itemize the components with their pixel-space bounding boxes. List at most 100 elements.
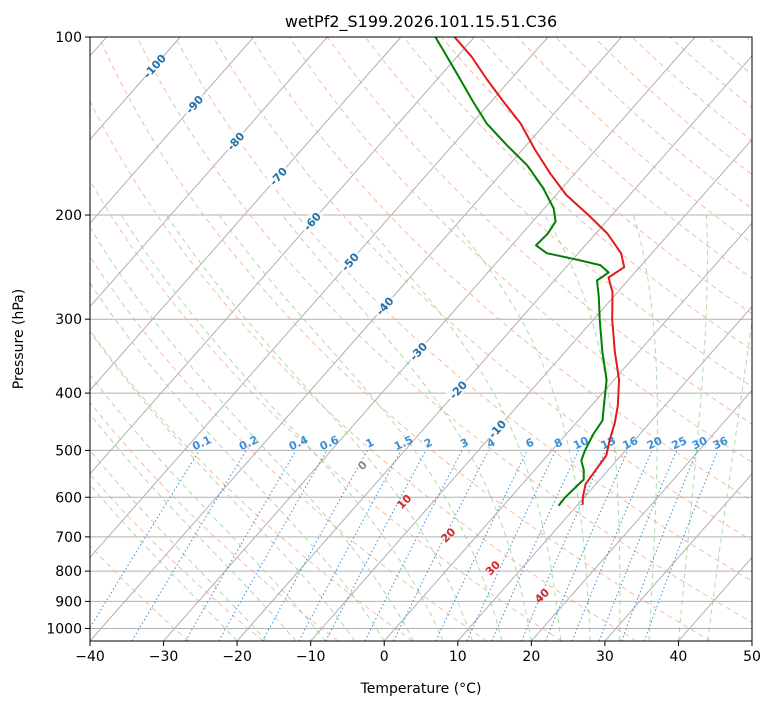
mixing-ratio-label: 25 <box>670 434 689 452</box>
moist-adiabat <box>447 214 591 641</box>
moist-adiabat <box>90 413 297 641</box>
x-tick-label: 30 <box>596 649 614 665</box>
moist-adiabat <box>90 449 267 641</box>
isotherm-label-bg <box>298 207 325 235</box>
x-tick-label: −10 <box>296 649 326 665</box>
x-axis-title: Temperature (°C) <box>360 681 482 697</box>
isotherm--20 <box>236 55 752 641</box>
y-tick-label: 800 <box>55 564 82 580</box>
moist-adiabat <box>677 214 708 641</box>
dry-adiabat <box>90 473 264 641</box>
moist-adiabat <box>281 214 532 641</box>
dry-adiabat <box>90 179 562 641</box>
y-tick-label: 600 <box>55 490 82 506</box>
mixing-ratio-label: 20 <box>645 434 665 452</box>
isotherm-label-bg <box>371 292 398 319</box>
moist-adiabat <box>357 214 562 641</box>
moist-adiabat <box>90 330 356 641</box>
isotherm-label-bg <box>222 127 249 155</box>
mixing-ratio-lines <box>90 450 719 641</box>
mixing-ratio-line <box>90 450 200 629</box>
mixing-ratio-line <box>571 450 653 641</box>
y-tick-label: 1000 <box>46 621 82 637</box>
isotherm-30 <box>604 473 752 641</box>
dry-adiabat <box>90 255 488 641</box>
isotherm-label-bg <box>181 90 207 118</box>
dry-adiabat <box>326 37 752 425</box>
x-tick-label: 40 <box>670 649 688 665</box>
dry-adiabat <box>90 401 339 641</box>
dry-adiabat <box>98 37 712 641</box>
mixing-ratio-line <box>621 450 698 641</box>
dry-adiabat <box>441 37 752 315</box>
moist-adiabat <box>633 214 658 641</box>
mixing-ratio-label: 16 <box>621 434 641 452</box>
mixing-ratio-label: 30 <box>690 434 710 452</box>
x-tick-label: −40 <box>75 649 105 665</box>
chart-title: wetPf2_S199.2026.101.15.51.C36 <box>285 12 557 32</box>
mixing-ratio-line <box>262 450 368 641</box>
moist-adiabat <box>218 214 503 641</box>
x-tick-label: 10 <box>449 649 467 665</box>
x-tick-label: 20 <box>522 649 540 665</box>
y-axis-title: Pressure (hPa) <box>11 289 27 389</box>
temperature-profile <box>453 37 626 505</box>
dry-adiabat <box>90 100 637 641</box>
isotherm--90 <box>90 37 255 224</box>
mixing-ratio-line <box>364 450 463 641</box>
y-tick-label: 300 <box>55 312 82 328</box>
y-tick-label: 400 <box>55 386 82 402</box>
mixing-ratio-line <box>521 450 607 641</box>
moist-adiabat <box>165 214 473 641</box>
isotherm-label-bg <box>265 162 291 190</box>
x-axis: −40 −30 −20 −10 0 10 20 30 40 50 <box>75 641 761 665</box>
isotherm-label-bg <box>483 415 510 442</box>
isotherm--70 <box>90 37 402 391</box>
mixing-ratio-line <box>218 450 328 641</box>
mixing-ratio-line <box>393 450 489 641</box>
dewpoint-profile <box>434 37 610 507</box>
mixing-ratio-line <box>643 450 719 641</box>
mixing-ratio-line <box>298 450 402 641</box>
isotherm-label-bg <box>336 248 363 275</box>
mixing-ratio-line <box>598 450 678 641</box>
isotherm--60 <box>90 37 475 475</box>
sounding-series <box>434 37 626 507</box>
isotherm--30 <box>163 37 696 641</box>
mixing-ratio-line <box>545 450 629 641</box>
isotherm-0 <box>383 222 752 641</box>
x-tick-label: 0 <box>380 649 389 665</box>
mixing-ratio-label: 36 <box>711 434 731 452</box>
isotherm--10 <box>310 138 752 641</box>
dry-adiabats <box>90 37 752 641</box>
y-tick-label: 700 <box>55 530 82 546</box>
y-tick-label: 200 <box>55 208 82 224</box>
moist-adiabat <box>544 214 621 641</box>
y-tick-label: 100 <box>55 30 82 46</box>
y-axis: 100 200 300 400 500 600 700 800 900 1000 <box>46 30 90 637</box>
dry-adiabat <box>136 37 752 623</box>
dry-adiabat <box>212 37 752 542</box>
moist-adiabat <box>90 226 415 641</box>
isotherm-label-bg <box>405 337 431 365</box>
moist-adiabat <box>90 484 238 641</box>
isotherm-label-bg <box>444 376 471 403</box>
isotherm--100 <box>90 37 181 141</box>
moist-adiabat <box>90 282 385 641</box>
mixing-ratio-line <box>491 450 579 641</box>
isotherm-label-bg <box>141 52 168 80</box>
moist-adiabat <box>707 317 752 641</box>
isotherm--50 <box>90 37 549 559</box>
isotherm--40 <box>90 37 622 641</box>
x-tick-label: 50 <box>743 649 761 665</box>
y-tick-label: 900 <box>55 594 82 610</box>
moist-adiabat <box>90 373 326 641</box>
x-tick-label: −20 <box>222 649 252 665</box>
isotherm-20 <box>530 389 752 641</box>
x-tick-label: −30 <box>149 649 179 665</box>
plot-frame <box>89 36 753 642</box>
dry-adiabat <box>174 37 752 582</box>
moist-adiabats <box>90 214 752 641</box>
